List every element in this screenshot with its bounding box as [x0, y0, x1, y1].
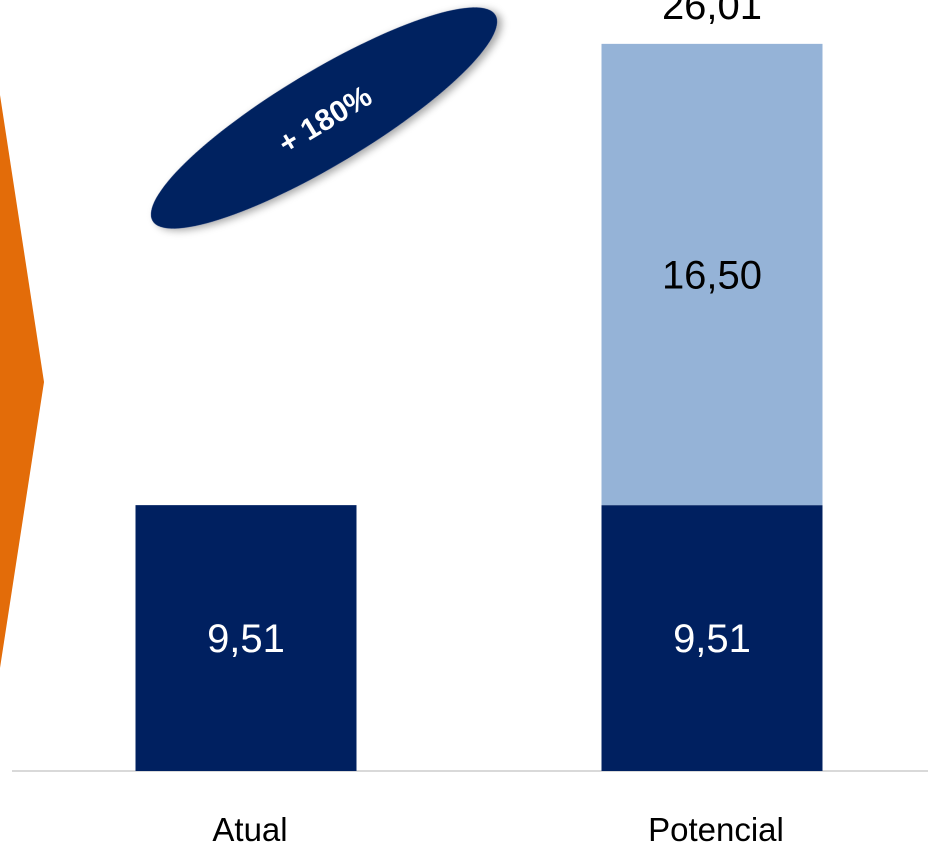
bar-atual-base	[135, 505, 357, 771]
bar-potencial-base	[601, 505, 823, 771]
data-label-potencial-total: 26,01	[662, 0, 762, 28]
category-label-potencial: Potencial	[648, 811, 784, 843]
category-label-atual: Atual	[212, 811, 287, 843]
bar-potencial-increment	[601, 43, 823, 506]
orange-chevron-shape	[0, 95, 44, 668]
annotation-ellipse	[150, 7, 498, 229]
growth-annotation: + 180%	[150, 7, 498, 229]
data-label-atual-base: 9,51	[207, 617, 285, 661]
data-label-potencial-base: 9,51	[673, 617, 751, 661]
data-label-potencial-increment: 16,50	[662, 253, 762, 297]
